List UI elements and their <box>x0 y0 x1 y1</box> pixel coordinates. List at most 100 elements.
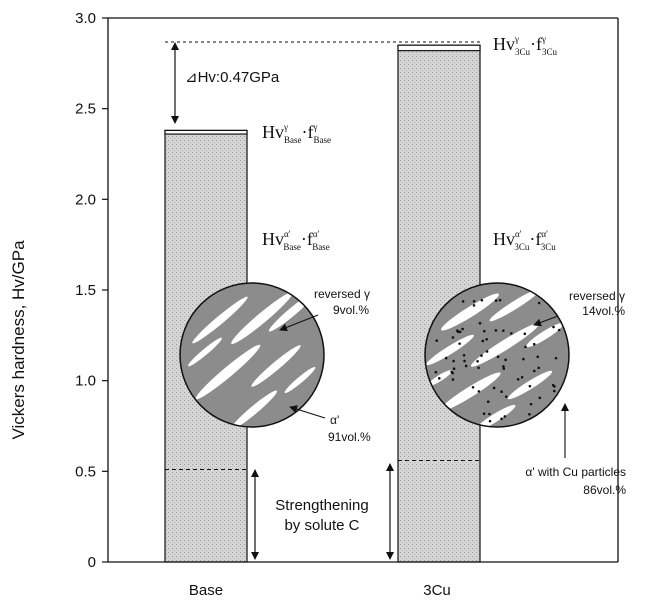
cu-particle <box>451 371 454 375</box>
cu-particle <box>452 367 456 371</box>
cu-particle <box>510 332 513 335</box>
cu-particle <box>458 330 462 334</box>
cu-particle <box>485 350 489 353</box>
alpha-label-base: α' <box>330 413 339 427</box>
y-tick-label: 0.5 <box>75 463 96 480</box>
cu-particle <box>451 378 455 381</box>
laths-cu <box>426 288 564 427</box>
cu-particle <box>477 366 480 370</box>
formula-base-gamma: Hvγ Base·fγ Base <box>262 122 331 145</box>
cu-particle <box>557 328 561 332</box>
lath <box>426 334 474 366</box>
solute-c-annotation: Strengthening by solute C <box>251 463 394 560</box>
cu-particle <box>528 412 531 416</box>
lath <box>188 337 222 367</box>
cu-particle <box>520 375 524 379</box>
cu-particle <box>476 359 479 363</box>
cu-particle <box>488 412 491 416</box>
lath <box>489 288 541 322</box>
reversed-vol-base: 9vol.% <box>333 303 369 317</box>
cu-particle <box>461 300 465 303</box>
microstructure-cu: reversed γ 14vol.% α' with Cu particles … <box>424 282 626 497</box>
cu-particle <box>524 345 527 349</box>
lath <box>439 372 501 412</box>
cu-particle <box>480 298 484 302</box>
formula-base-alpha: Hvα' Base·fα' Base <box>262 229 330 252</box>
cu-particle <box>538 396 542 400</box>
reversed-vol-cu: 14vol.% <box>582 304 625 318</box>
cu-particle <box>472 304 476 307</box>
reversed-label-cu: reversed γ <box>569 289 625 303</box>
cu-particle <box>437 377 441 380</box>
cu-particle <box>482 329 486 333</box>
lath <box>474 404 516 427</box>
cu-particle <box>523 332 527 336</box>
cu-particle <box>480 354 483 357</box>
cu-particle <box>488 419 492 423</box>
cu-particle <box>554 356 558 360</box>
cu-particle <box>471 385 475 389</box>
category-label-base: Base <box>189 582 223 599</box>
cu-particle <box>482 412 486 416</box>
microstructure-base: reversed γ 9vol.% α' 91vol.% <box>179 282 371 444</box>
cu-particle <box>455 329 459 332</box>
circle-cu-outline <box>424 282 570 428</box>
cu-particle <box>532 342 536 346</box>
cu-particle <box>502 329 505 332</box>
cu-particle <box>504 395 508 398</box>
cu-particle <box>516 377 520 381</box>
bar-gamma-layer-base <box>164 129 248 135</box>
category-label-3cu: 3Cu <box>423 582 451 599</box>
cu-particle <box>552 389 556 393</box>
reversed-arrow-base <box>279 314 319 332</box>
cu-particle <box>478 321 482 325</box>
lath <box>526 322 564 348</box>
alpha-arrow-base <box>289 405 326 419</box>
alpha-vol-cu: 86vol.% <box>583 483 626 497</box>
cu-particle <box>553 385 556 388</box>
formula-cu-gamma: Hvγ 3Cu·fγ 3Cu <box>493 34 557 57</box>
lath <box>284 366 316 394</box>
formula-cu-alpha: Hvα' 3Cu·fα' 3Cu <box>493 229 556 252</box>
cu-particle <box>472 299 476 303</box>
bar-gamma-layer-3cu <box>397 44 481 52</box>
cu-particle <box>528 384 532 388</box>
cu-particle <box>435 339 438 342</box>
cu-particle <box>458 342 461 345</box>
y-tick-label: 3.0 <box>75 10 96 27</box>
cu-particle <box>451 336 455 339</box>
cu-particle <box>434 370 438 374</box>
y-axis-title: Vickers hardness, Hv/GPa <box>9 240 28 440</box>
cu-particle <box>461 327 464 331</box>
alpha-vol-base: 91vol.% <box>328 430 371 444</box>
lath <box>251 345 301 387</box>
cu-particle <box>496 355 500 359</box>
cu-particles <box>434 298 561 423</box>
cu-particle <box>504 358 507 362</box>
lath <box>470 323 540 367</box>
cu-particle <box>481 339 485 343</box>
cu-particle <box>533 369 536 373</box>
reversed-label-base: reversed γ <box>314 287 370 301</box>
y-tick-label: 0 <box>88 554 96 571</box>
alpha-label-cu: α' with Cu particles <box>525 465 626 479</box>
y-tick-label: 1.0 <box>75 373 96 390</box>
delta-hv-annotation: ⊿Hv:0.47GPa <box>165 41 480 124</box>
cu-particle <box>444 356 448 360</box>
lath <box>230 390 278 427</box>
cu-particle <box>494 329 498 332</box>
cu-particle <box>537 366 541 370</box>
cu-particle <box>529 402 533 406</box>
y-tick-label: 2.0 <box>75 191 96 208</box>
cu-particle <box>477 390 481 393</box>
cu-particle <box>536 355 540 359</box>
cu-particle <box>503 415 507 418</box>
cu-particle <box>464 364 468 368</box>
cu-particle <box>502 367 506 370</box>
lath <box>195 344 261 400</box>
strengthening-label-line1: Strengthening <box>275 497 368 514</box>
cu-particle <box>486 400 490 404</box>
lath <box>441 293 499 331</box>
y-ticks-layer: 0 0.5 1.0 1.5 2.0 2.5 3.0 <box>75 10 108 571</box>
